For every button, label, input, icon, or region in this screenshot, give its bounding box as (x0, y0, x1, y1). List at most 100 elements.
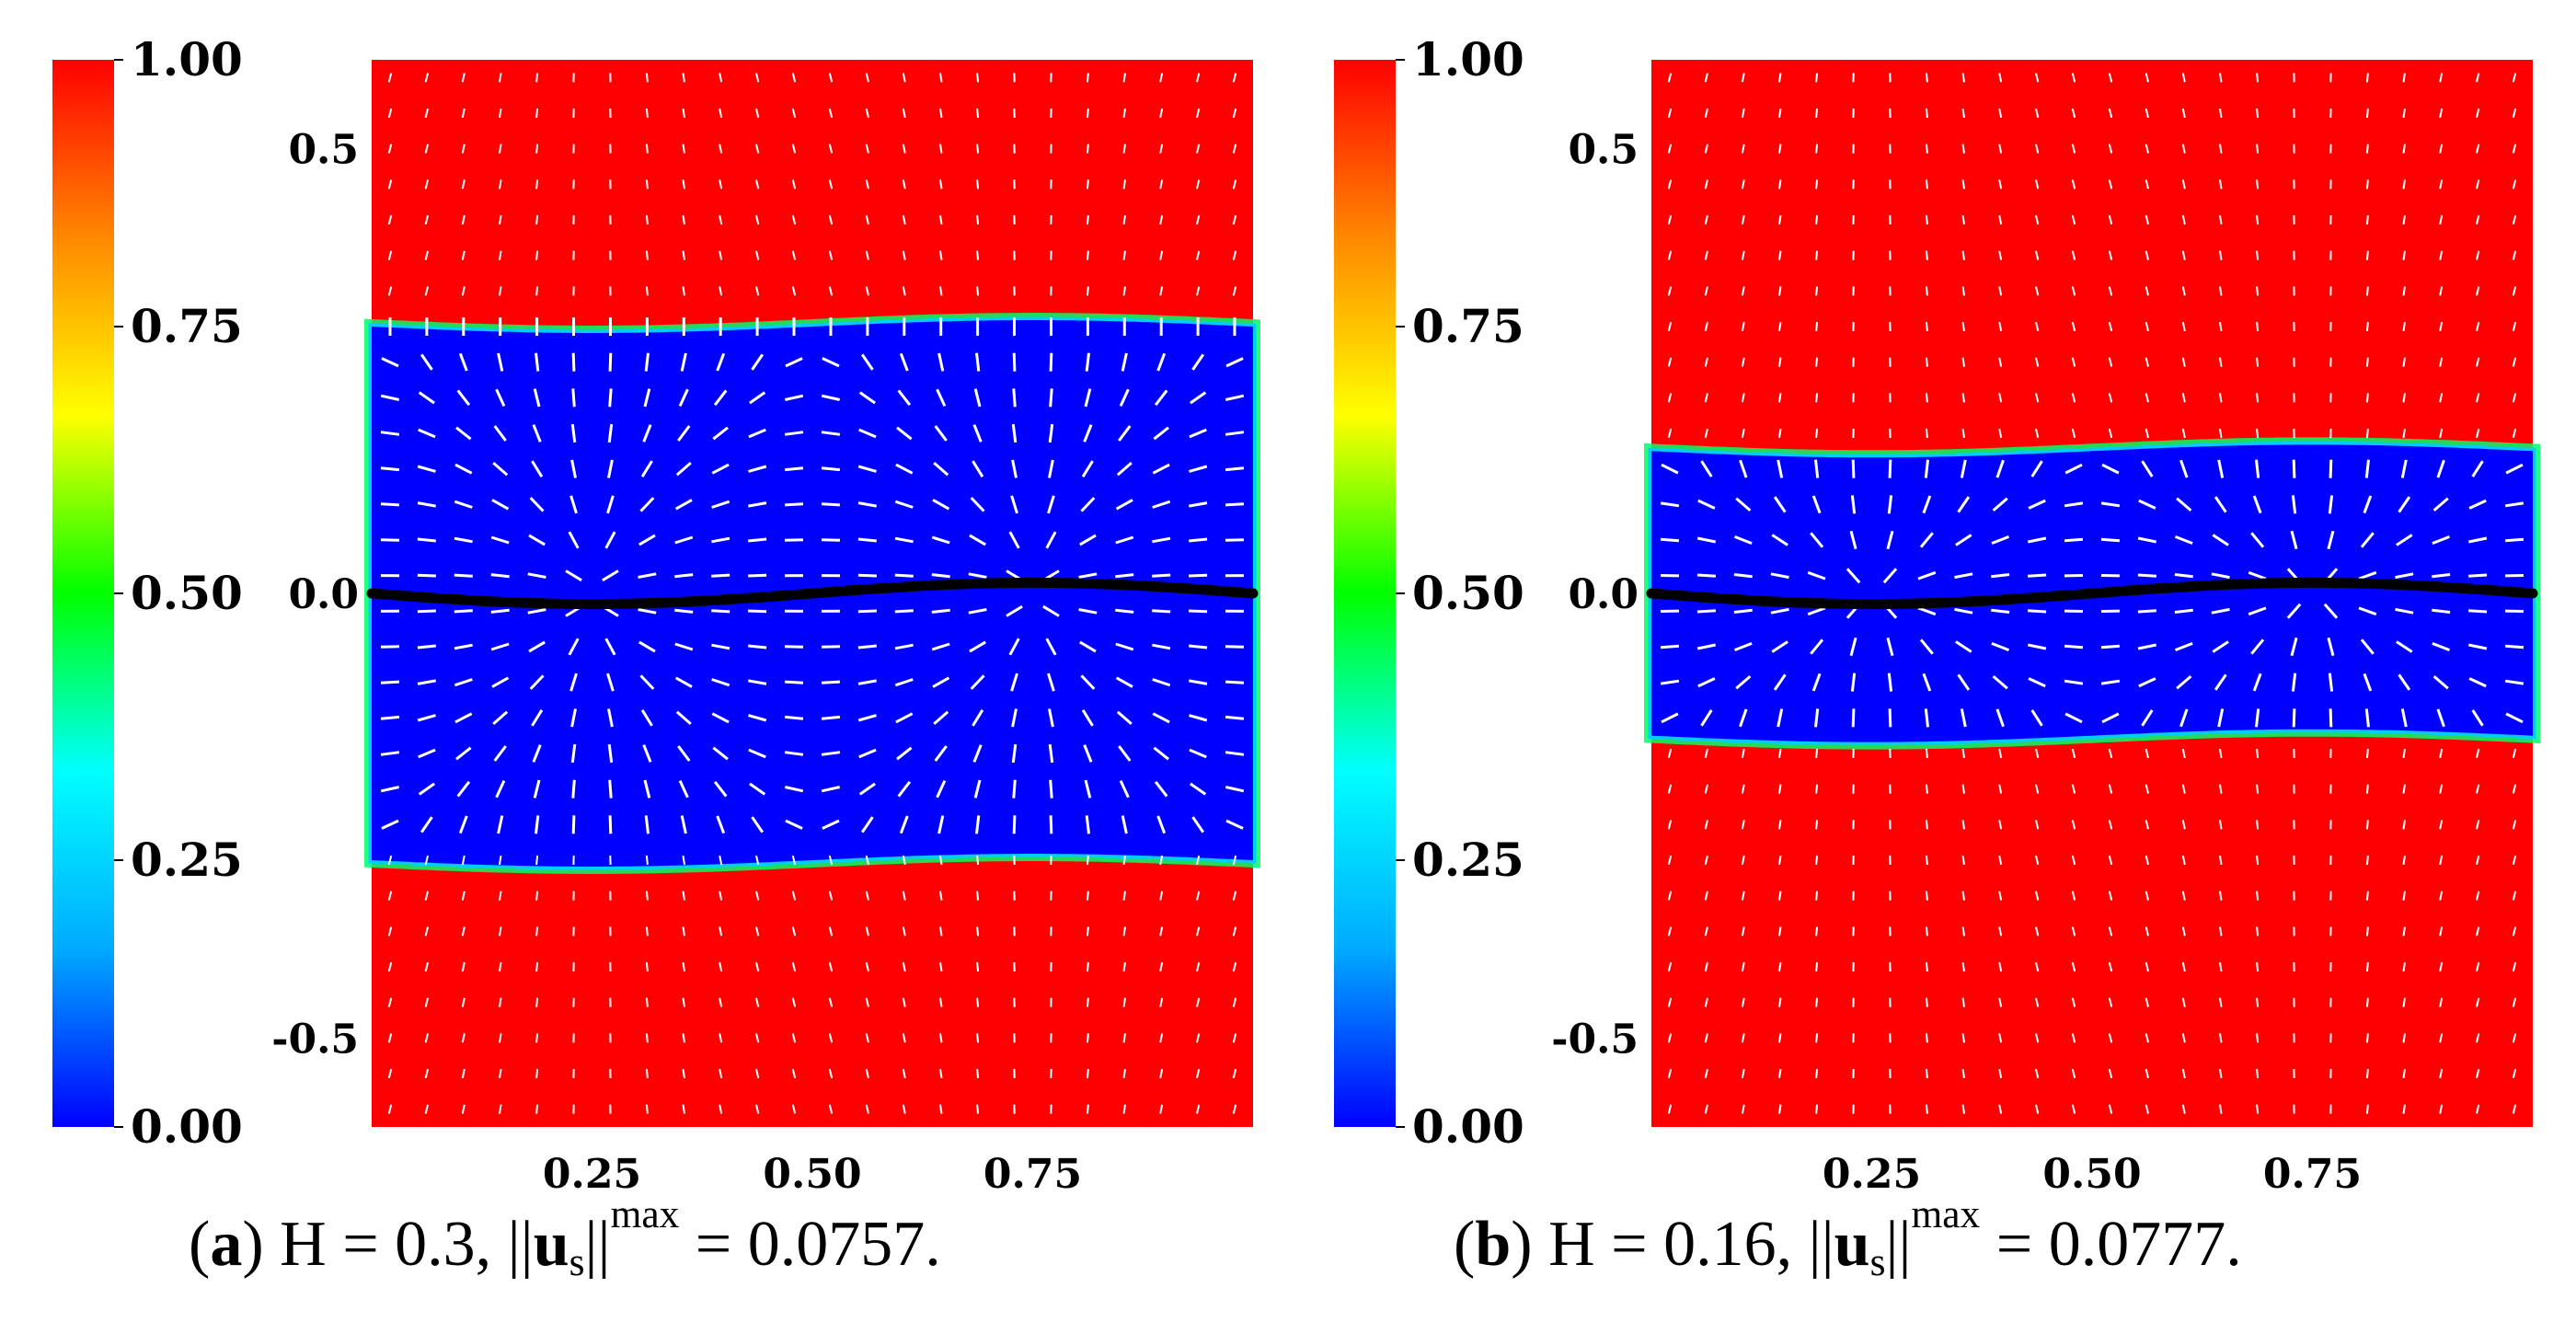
panel-a-arrow (1045, 531, 1057, 549)
panel-a-arrow (570, 743, 577, 764)
panel-a-arrow (1122, 286, 1126, 296)
panel-a-arrow (529, 674, 545, 690)
panel-a-arrow (1196, 1104, 1201, 1114)
panel-b-arrow (1704, 393, 1708, 403)
panel-a-arrow (1086, 855, 1089, 866)
panel-b-arrow (1741, 214, 1745, 225)
panel-a-arrow (678, 779, 689, 799)
panel-b-arrow (2329, 459, 2333, 478)
panel-b-arrow (2358, 570, 2377, 581)
panel-b-arrow (1667, 73, 1673, 83)
panel-b-arrow (2212, 534, 2229, 546)
panel-a-arrow (931, 642, 950, 651)
panel-a-arrow (972, 744, 983, 763)
panel-b-arrow (1815, 393, 1819, 403)
panel-a-arrow (711, 643, 730, 650)
panel-b-arrow (1660, 501, 1680, 508)
panel-b-arrow (1667, 357, 1673, 367)
panel-a-arrow (682, 855, 685, 866)
panel-a-arrow (499, 1068, 502, 1079)
panel-a-arrow (1122, 855, 1126, 866)
panel-a-arrow (784, 751, 804, 756)
panel-a-arrow (1196, 855, 1201, 866)
panel-a-arrow (828, 250, 834, 260)
panel-a-arrow (461, 73, 466, 83)
panel-a-arrow (719, 214, 723, 225)
panel-b-arrow (2145, 214, 2149, 225)
panel-a-arrow (1159, 250, 1164, 260)
panel-b-x-tick-label: 0.25 (1823, 1151, 1921, 1198)
panel-a-arrow (1122, 926, 1126, 937)
panel-b-arrow (1922, 495, 1932, 514)
panel-b-arrow (2064, 463, 2083, 475)
panel-b-arrow (1741, 961, 1745, 972)
panel-b-arrow (1770, 607, 1789, 615)
panel-a-arrow (784, 645, 804, 649)
panel-a-arrow (1152, 643, 1171, 650)
panel-b-arrow (2402, 179, 2406, 190)
panel-b-arrow (2145, 784, 2149, 794)
panel-a-arrow (937, 352, 945, 372)
panel-b-arrow (2181, 108, 2186, 119)
panel-a-arrow (675, 710, 692, 726)
panel-b-arrow (1925, 108, 1928, 119)
panel-b-arrow (2291, 672, 2297, 692)
panel-a-arrow (645, 961, 649, 972)
panel-a-arrow (454, 573, 473, 578)
panel-b-arrow (2476, 820, 2480, 830)
panel-a-arrow (939, 144, 943, 154)
panel-b-arrow (1925, 748, 1928, 759)
panel-a-arrow (461, 855, 466, 866)
panel-a-arrow (645, 144, 649, 154)
panel-a-arrow (976, 179, 980, 190)
panel-a-arrow (895, 712, 914, 724)
panel-b-arrow (1882, 568, 1898, 584)
panel-a-arrow (643, 779, 651, 799)
panel-a-arrow (1189, 609, 1208, 614)
panel-a-arrow (976, 108, 980, 119)
panel-a-arrow (939, 179, 943, 190)
panel-a-colorbar-tick-label: 0.50 (131, 566, 243, 620)
panel-b-arrow (2219, 891, 2223, 901)
panel-a-arrow (1115, 608, 1134, 614)
panel-a-arrow (1122, 108, 1126, 119)
panel-a-arrow (719, 73, 723, 83)
panel-a-arrow (645, 855, 649, 866)
panel-b-arrow (2291, 495, 2297, 514)
panel-b-arrow (1778, 357, 1782, 367)
panel-a-arrow (608, 388, 613, 408)
panel-b-arrow (2398, 673, 2411, 691)
panel-b-arrow (2219, 784, 2223, 794)
panel-b-arrow (2365, 891, 2369, 901)
panel-a-arrow (531, 460, 544, 477)
panel-a-arrow (857, 644, 877, 650)
panel-a-arrow (821, 502, 840, 507)
caption-a-norm-symbol: u (533, 1209, 569, 1280)
panel-a-arrow (645, 926, 649, 937)
panel-a-arrow (387, 144, 393, 154)
panel-b-arrow (1961, 1068, 1965, 1079)
panel-a-arrow (902, 144, 906, 154)
panel-a-arrow (424, 179, 429, 190)
panel-a-arrow (1084, 779, 1092, 799)
panel-a-arrow (454, 500, 473, 509)
panel-a-arrow (822, 357, 840, 368)
panel-b-arrow (2396, 534, 2413, 546)
panel-a-arrow (638, 640, 656, 653)
panel-b-arrow (1961, 393, 1965, 403)
panel-b-arrow (2365, 820, 2369, 830)
caption-a-norm-sub: s (569, 1239, 585, 1284)
panel-b-arrow (2468, 573, 2488, 578)
panel-b-arrow (1741, 855, 1745, 866)
panel-a-arrow (1045, 638, 1057, 656)
panel-a-arrow (491, 676, 510, 688)
panel-b-arrow (1667, 1104, 1673, 1114)
panel-b-arrow (2219, 855, 2223, 866)
panel-b-arrow (1741, 748, 1745, 759)
panel-b-arrow (1815, 144, 1819, 154)
panel-b-arrow (2108, 855, 2113, 866)
panel-a-colorbar-tick-label: 0.00 (131, 1099, 243, 1154)
panel-a-arrow (719, 144, 723, 154)
panel-a-arrow (822, 819, 840, 830)
panel-b-arrow (2250, 638, 2265, 655)
